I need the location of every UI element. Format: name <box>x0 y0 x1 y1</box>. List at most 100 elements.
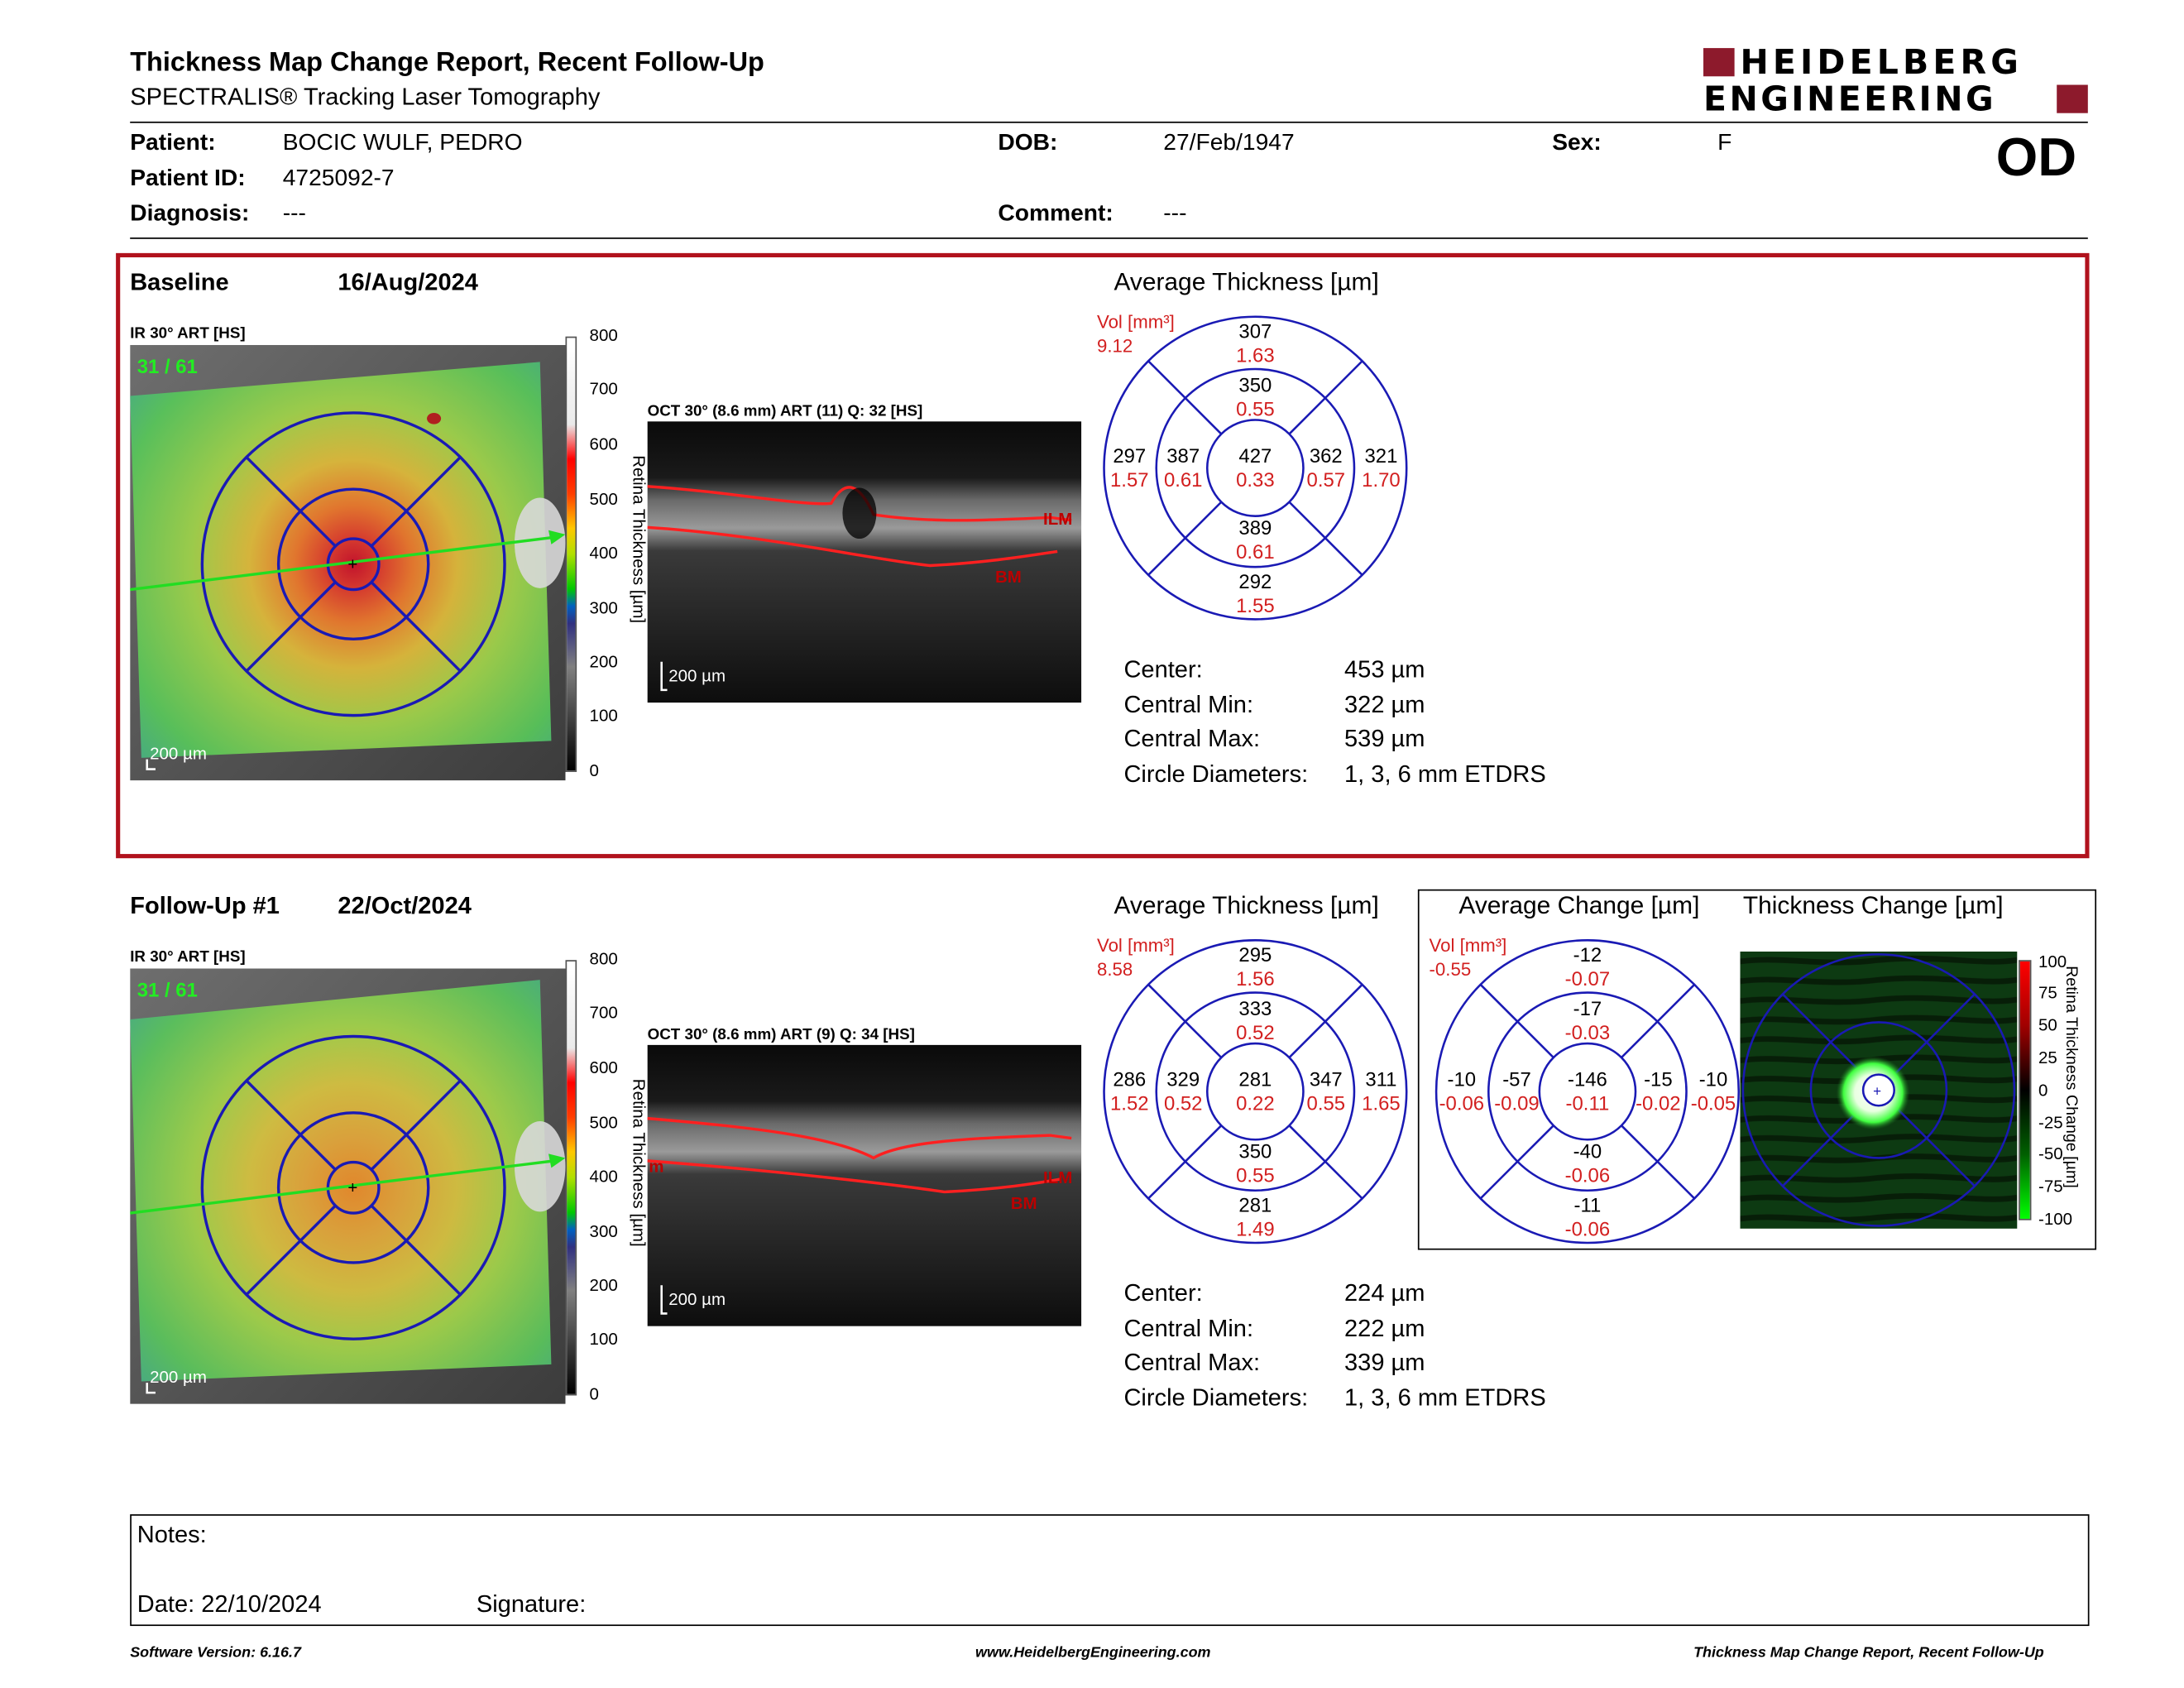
svg-text:0.61: 0.61 <box>1164 469 1203 492</box>
baseline-min-value: 322 µm <box>1344 691 1425 719</box>
notes-label: Notes: <box>136 1521 207 1549</box>
heidelberg-logo: HEIDELBERG ENGINEERING <box>1703 42 2088 119</box>
change-vol-label: Vol [mm³] <box>1429 934 1507 957</box>
report-title: Thickness Map Change Report, Recent Foll… <box>130 48 764 78</box>
change-section <box>1417 889 2097 1250</box>
svg-text:311: 311 <box>1365 1068 1396 1091</box>
svg-text:281: 281 <box>1238 1194 1272 1216</box>
footer-report-name: Thickness Map Change Report, Recent Foll… <box>1693 1644 2044 1662</box>
svg-text:292: 292 <box>1238 571 1272 593</box>
baseline-min-label: Central Min: <box>1123 691 1254 719</box>
baseline-circle-label: Circle Diameters: <box>1123 760 1309 788</box>
svg-text:-10: -10 <box>1699 1068 1728 1091</box>
svg-text:1.55: 1.55 <box>1236 595 1275 617</box>
diagnosis-label: Diagnosis: <box>130 200 250 227</box>
comment-label: Comment: <box>998 200 1114 227</box>
scale-tick: 200 <box>589 651 618 672</box>
followup-center-value: 224 µm <box>1344 1279 1425 1307</box>
baseline-label: Baseline <box>130 268 229 296</box>
svg-text:-0.03: -0.03 <box>1565 1022 1610 1044</box>
scale-tick: 300 <box>589 597 618 618</box>
footer-software-version: Software Version: 6.16.7 <box>130 1644 301 1662</box>
scale-tick: 500 <box>589 489 618 510</box>
svg-text:362: 362 <box>1310 445 1343 468</box>
svg-text:BM: BM <box>995 568 1022 587</box>
svg-text:1.56: 1.56 <box>1236 968 1275 990</box>
svg-text:0.22: 0.22 <box>1236 1092 1275 1115</box>
svg-text:-0.02: -0.02 <box>1636 1092 1680 1115</box>
change-tick: 100 <box>2038 951 2067 971</box>
followup-oct-scan: m ILM BM 200 µm <box>647 1044 1082 1326</box>
svg-text:BM: BM <box>1011 1194 1037 1213</box>
svg-text:31 / 61: 31 / 61 <box>137 356 198 378</box>
baseline-ir-label: IR 30° ART [HS] <box>130 325 246 343</box>
scale-tick: 800 <box>589 325 618 345</box>
scale-tick: 300 <box>589 1221 618 1242</box>
baseline-avg-title: Average Thickness [µm] <box>1114 266 1379 296</box>
baseline-oct-label: OCT 30° (8.6 mm) ART (11) Q: 32 [HS] <box>647 402 923 420</box>
report-subtitle: SPECTRALIS® Tracking Laser Tomography <box>130 83 601 111</box>
scale-tick: 0 <box>589 1383 599 1404</box>
svg-text:-17: -17 <box>1573 998 1602 1020</box>
svg-text:1.70: 1.70 <box>1362 469 1401 492</box>
svg-text:281: 281 <box>1238 1068 1272 1091</box>
comment-value: --- <box>1163 200 1187 227</box>
baseline-section <box>116 252 2090 859</box>
baseline-date: 16/Aug/2024 <box>338 268 478 296</box>
followup-label: Follow-Up #1 <box>130 892 280 919</box>
svg-text:286: 286 <box>1113 1068 1146 1091</box>
svg-text:-10: -10 <box>1448 1068 1477 1091</box>
svg-text:ILM: ILM <box>1043 510 1072 529</box>
baseline-center-label: Center: <box>1123 655 1203 683</box>
dob-label: DOB: <box>998 130 1058 156</box>
svg-text:389: 389 <box>1238 517 1272 539</box>
scale-tick: 400 <box>589 543 618 563</box>
scale-tick: 600 <box>589 434 618 454</box>
svg-text:1.57: 1.57 <box>1110 469 1149 492</box>
svg-text:-0.06: -0.06 <box>1565 1165 1610 1187</box>
followup-etdrs-grid: 295 1.56 333 0.52 286 1.52 329 0.52 281 … <box>1103 939 1408 1244</box>
svg-text:297: 297 <box>1113 445 1146 468</box>
change-tick: 75 <box>2038 982 2057 1003</box>
thickness-change-map: + <box>1740 951 2018 1229</box>
followup-vol-label: Vol [mm³] <box>1096 934 1175 957</box>
scale-tick: 500 <box>589 1112 618 1133</box>
colorbar-label: Retina Thickness [µm] <box>629 455 649 624</box>
thickness-change-title: Thickness Change [µm] <box>1742 890 2004 919</box>
notes-box[interactable] <box>130 1514 2090 1627</box>
change-tick: 0 <box>2038 1080 2048 1101</box>
change-tick: -75 <box>2038 1176 2063 1196</box>
svg-text:333: 333 <box>1238 998 1272 1020</box>
svg-text:+: + <box>347 555 357 574</box>
change-tick: -50 <box>2038 1144 2063 1164</box>
followup-thickness-map: + 31 / 61 200 µm <box>130 968 566 1404</box>
baseline-max-label: Central Max: <box>1123 725 1261 753</box>
footer-website[interactable]: www.HeidelbergEngineering.com <box>975 1644 1211 1662</box>
baseline-center-value: 453 µm <box>1344 655 1425 683</box>
followup-max-value: 339 µm <box>1344 1349 1425 1376</box>
eye-indicator: OD <box>1995 128 2077 189</box>
baseline-oct-scan: ILM BM 200 µm <box>647 421 1082 703</box>
scale-tick: 100 <box>589 1329 618 1350</box>
svg-text:329: 329 <box>1166 1068 1200 1091</box>
logo-line-2: ENGINEERING <box>1703 79 1997 119</box>
patient-label: Patient: <box>130 130 216 156</box>
scale-tick: 200 <box>589 1275 618 1296</box>
notes-date: Date: 22/10/2024 <box>136 1590 322 1618</box>
baseline-vol-value: 9.12 <box>1096 334 1133 357</box>
patient-id-label: Patient ID: <box>130 165 246 191</box>
change-tick: -100 <box>2038 1208 2073 1229</box>
svg-text:0.55: 0.55 <box>1307 1092 1346 1115</box>
followup-circle-label: Circle Diameters: <box>1123 1383 1309 1412</box>
svg-text:0.52: 0.52 <box>1164 1092 1203 1115</box>
colorbar-label: Retina Thickness [µm] <box>629 1078 649 1247</box>
svg-text:1.49: 1.49 <box>1236 1218 1275 1240</box>
followup-oct-label: OCT 30° (8.6 mm) ART (9) Q: 34 [HS] <box>647 1026 915 1044</box>
svg-text:+: + <box>1873 1083 1881 1099</box>
change-etdrs-grid: -12 -0.07 -17 -0.03 -10 -0.06 -57 -0.09 … <box>1434 939 1741 1244</box>
followup-ir-label: IR 30° ART [HS] <box>130 948 246 966</box>
svg-text:-11: -11 <box>1574 1194 1602 1216</box>
scale-tick: 400 <box>589 1166 618 1187</box>
followup-max-label: Central Max: <box>1123 1349 1261 1376</box>
svg-text:0.52: 0.52 <box>1236 1022 1275 1044</box>
